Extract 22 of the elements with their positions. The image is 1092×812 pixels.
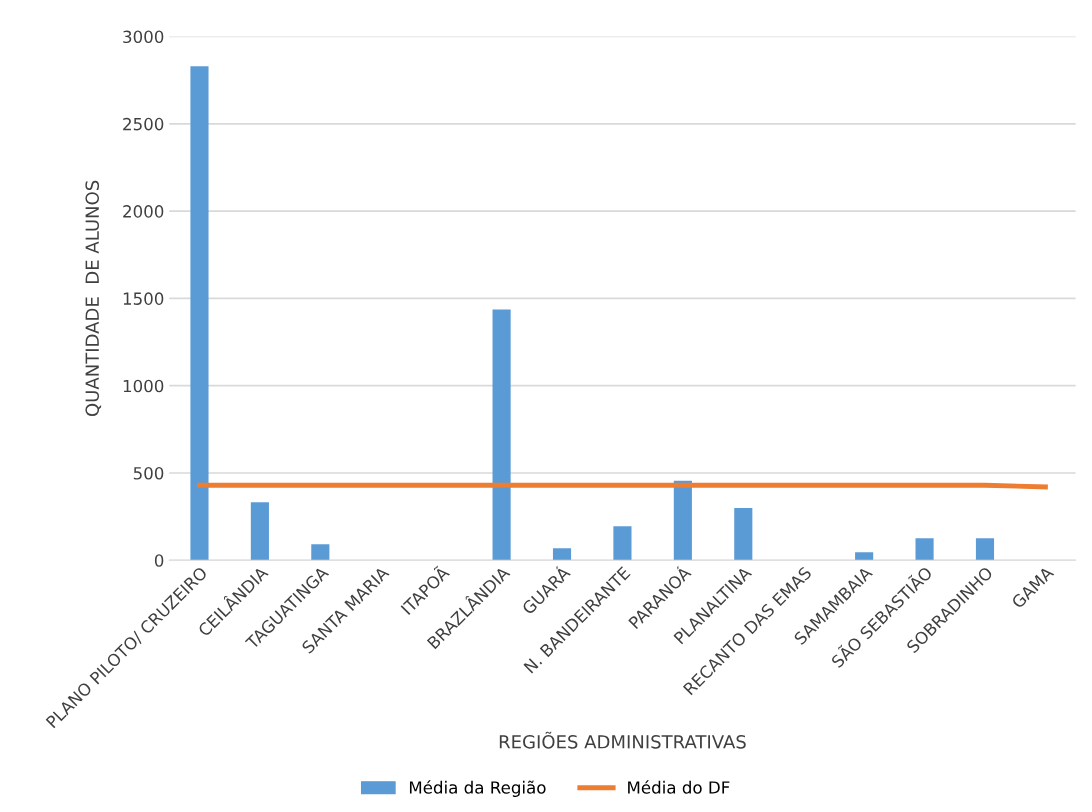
y-tick-label: 2500 xyxy=(123,117,164,131)
bar xyxy=(190,66,209,561)
bar xyxy=(311,544,330,561)
bar xyxy=(975,538,995,561)
bar xyxy=(250,502,269,561)
x-axis-title: REGIÕES ADMINISTRATIVAS xyxy=(499,731,746,749)
bar xyxy=(613,526,632,561)
y-tick-label: 3000 xyxy=(123,30,164,44)
bar xyxy=(915,538,934,561)
legend-label: Média da Região xyxy=(409,780,546,797)
bar xyxy=(552,548,572,561)
y-tick-label: 1000 xyxy=(123,379,164,393)
bar xyxy=(492,309,511,561)
bar xyxy=(734,508,753,561)
legend-label: Média do DF xyxy=(628,780,730,794)
y-tick-label: 500 xyxy=(133,466,164,480)
bar xyxy=(855,552,874,561)
y-tick-label: 0 xyxy=(154,554,164,567)
bar xyxy=(673,480,692,561)
y-tick-label: 1500 xyxy=(123,292,164,305)
y-axis-title: QUANTIDADE DE ALUNOS xyxy=(85,180,102,417)
y-tick-label: 2000 xyxy=(123,205,164,218)
